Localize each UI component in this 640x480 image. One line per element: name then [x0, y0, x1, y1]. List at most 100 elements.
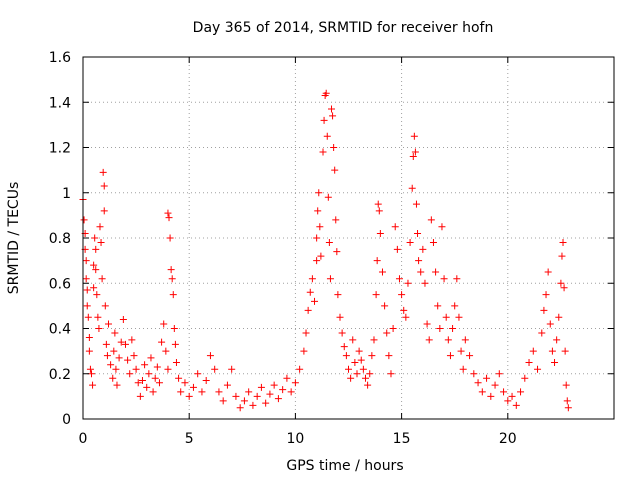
data-point: [546, 320, 554, 328]
data-point: [160, 320, 168, 328]
data-point: [266, 390, 274, 398]
data-point: [345, 365, 352, 373]
data-point: [410, 132, 418, 140]
data-point: [491, 381, 499, 389]
data-point: [99, 168, 107, 176]
data-point: [331, 166, 339, 174]
data-point: [124, 356, 132, 364]
data-point: [478, 388, 486, 396]
data-point: [540, 306, 548, 314]
data-point: [564, 404, 572, 412]
data-point: [319, 148, 327, 156]
data-point: [283, 374, 291, 382]
data-point: [521, 374, 529, 382]
data-point: [342, 352, 350, 360]
data-point: [323, 132, 331, 140]
data-point: [93, 291, 101, 299]
data-point: [417, 268, 425, 276]
data-point: [324, 193, 332, 201]
data-point: [189, 383, 197, 391]
data-point: [444, 336, 452, 344]
data-point: [80, 216, 88, 224]
x-tick-label: 20: [499, 431, 517, 447]
data-point: [132, 365, 140, 373]
data-point: [434, 302, 442, 310]
data-point: [560, 284, 568, 292]
data-point: [141, 361, 149, 369]
data-point: [544, 268, 552, 276]
data-point: [466, 352, 474, 360]
data-point: [370, 336, 378, 344]
data-point: [92, 266, 100, 274]
data-point: [143, 383, 151, 391]
data-point: [206, 352, 214, 360]
data-point: [562, 381, 570, 389]
data-point: [316, 223, 324, 231]
data-point: [109, 374, 117, 382]
x-tick-label: 0: [79, 431, 88, 447]
data-point: [357, 356, 365, 364]
y-tick-label: 0.2: [49, 367, 71, 383]
data-point: [240, 397, 248, 405]
data-point: [436, 325, 444, 332]
data-point: [138, 377, 146, 385]
data-point: [149, 388, 157, 396]
data-point: [553, 336, 561, 344]
data-point: [317, 252, 325, 260]
data-point: [563, 397, 571, 405]
data-point: [87, 370, 95, 378]
data-point: [306, 288, 314, 296]
data-point: [291, 379, 299, 387]
data-point: [171, 340, 179, 348]
data-point: [162, 347, 170, 355]
y-tick-label: 1: [62, 186, 71, 202]
data-point: [457, 347, 465, 355]
data-point: [364, 381, 372, 389]
data-point: [561, 347, 569, 355]
data-point: [315, 189, 323, 197]
data-point: [558, 252, 566, 260]
y-tick-label: 0.4: [49, 322, 71, 338]
data-point: [84, 313, 92, 321]
data-point: [446, 352, 454, 360]
data-point: [82, 275, 90, 283]
data-point: [376, 229, 384, 237]
data-point: [117, 338, 125, 346]
data-point: [336, 313, 344, 321]
data-point: [85, 347, 93, 355]
data-point: [374, 200, 382, 208]
data-point: [534, 365, 542, 373]
data-point: [330, 144, 338, 151]
data-point: [340, 343, 348, 351]
y-tick-label: 0.6: [49, 276, 71, 292]
data-point: [304, 306, 312, 314]
data-point: [383, 329, 391, 337]
data-point: [169, 291, 177, 299]
data-point: [287, 388, 295, 396]
data-point: [320, 116, 328, 124]
data-point: [314, 207, 322, 215]
data-point: [334, 291, 342, 299]
y-axis-label: SRMTID / TECUs: [6, 182, 22, 295]
data-point: [119, 315, 127, 323]
data-point: [121, 340, 129, 348]
chart-title: Day 365 of 2014, SRMTID for receiver hof…: [193, 20, 494, 36]
data-point: [145, 370, 153, 378]
data-point: [322, 89, 330, 97]
data-point: [313, 234, 321, 242]
data-point: [86, 365, 94, 373]
data-point: [333, 248, 341, 256]
data-marks: [79, 89, 572, 412]
data-point: [461, 336, 469, 344]
data-point: [411, 148, 419, 156]
data-point: [95, 325, 103, 332]
data-point: [126, 370, 134, 378]
data-point: [113, 381, 121, 389]
data-point: [130, 352, 138, 360]
data-point: [115, 354, 123, 362]
data-point: [164, 365, 172, 373]
data-point: [94, 313, 102, 321]
data-point: [279, 386, 287, 394]
data-point: [529, 347, 537, 355]
data-point: [100, 182, 108, 190]
